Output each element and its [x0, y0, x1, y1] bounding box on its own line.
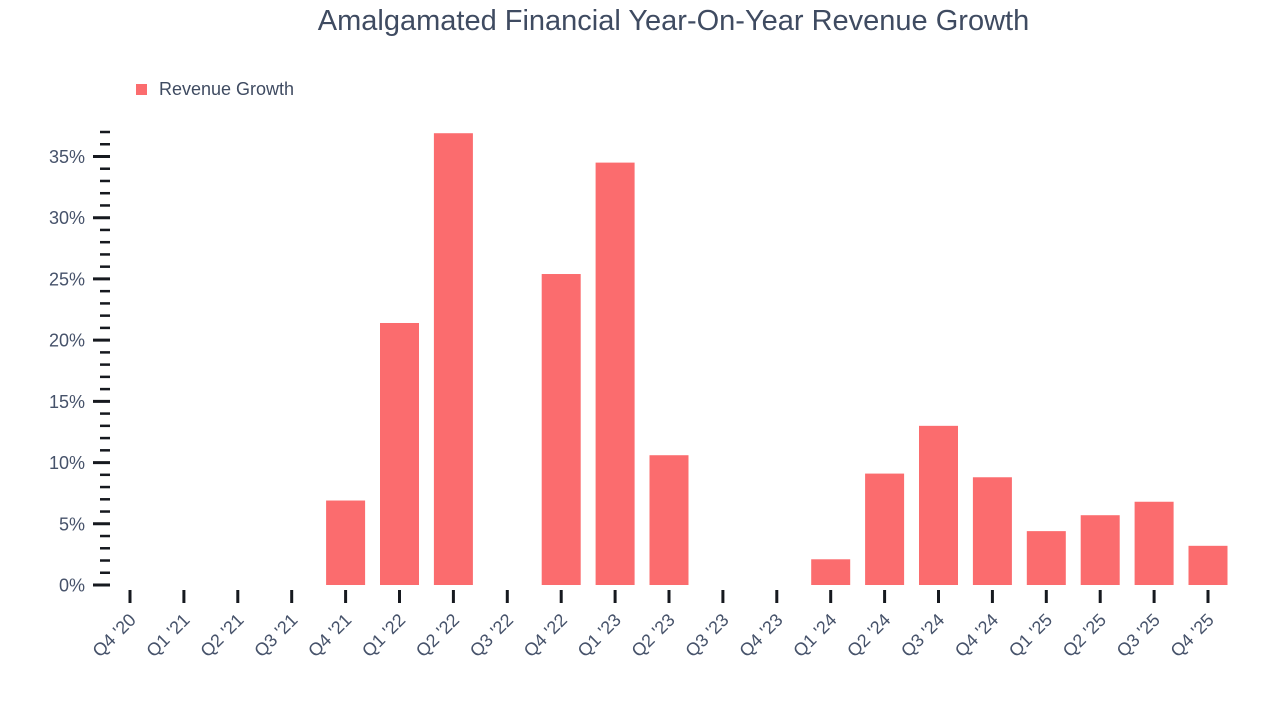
bar-q2-22[interactable]	[433, 133, 473, 586]
x-axis-tick-label: Q2 '24	[843, 610, 894, 661]
bar-q1-23[interactable]	[595, 162, 635, 586]
bar-q4-22[interactable]	[541, 274, 581, 585]
x-axis-tick-label: Q4 '24	[951, 610, 1002, 661]
x-axis-tick-label: Q3 '22	[466, 610, 517, 661]
x-axis-tick-label: Q1 '25	[1005, 610, 1056, 661]
x-axis-tick-label: Q4 '25	[1167, 610, 1218, 661]
bar-q3-25[interactable]	[1134, 501, 1174, 585]
x-axis-tick-label: Q3 '23	[681, 610, 732, 661]
bar-q4-21[interactable]	[326, 500, 366, 585]
bar-q2-23[interactable]	[649, 455, 689, 585]
y-axis-tick-label: 35%	[49, 147, 85, 167]
x-axis-tick-label: Q2 '22	[412, 610, 463, 661]
bar-q1-22[interactable]	[380, 322, 419, 585]
y-axis-tick-label: 25%	[49, 269, 85, 289]
x-axis-tick-label: Q3 '21	[250, 610, 301, 661]
bar-q4-25[interactable]	[1188, 545, 1228, 585]
legend-label: Revenue Growth	[159, 79, 295, 99]
x-axis-tick-label: Q1 '22	[358, 610, 409, 661]
y-axis-tick-label: 30%	[49, 208, 85, 228]
bar-q1-24[interactable]	[811, 559, 851, 585]
legend-item-revenue-growth[interactable]: Revenue Growth	[136, 79, 294, 100]
y-axis-tick-label: 0%	[59, 576, 85, 596]
x-axis-tick-label: Q3 '25	[1113, 610, 1164, 661]
y-axis-tick-label: 10%	[49, 453, 85, 473]
x-axis-tick-label: Q1 '24	[789, 610, 840, 661]
x-axis-tick-label: Q3 '24	[897, 610, 948, 661]
y-axis-tick-label: 20%	[49, 331, 85, 351]
bar-q2-24[interactable]	[865, 473, 905, 585]
x-axis-tick-label: Q1 '23	[574, 610, 625, 661]
x-axis-tick-label: Q2 '23	[628, 610, 679, 661]
bar-q1-25[interactable]	[1026, 531, 1066, 585]
x-axis-tick-label: Q1 '21	[142, 610, 193, 661]
x-axis-tick-label: Q4 '23	[735, 610, 786, 661]
x-axis-tick-label: Q4 '22	[520, 610, 571, 661]
x-axis-tick-label: Q2 '21	[196, 610, 247, 661]
y-axis-tick-label: 15%	[49, 392, 85, 412]
x-axis-tick-label: Q4 '21	[304, 610, 355, 661]
chart-title: Amalgamated Financial Year-On-Year Reven…	[317, 5, 1030, 37]
legend-swatch-icon	[136, 84, 147, 95]
bar-q2-25[interactable]	[1080, 515, 1120, 585]
x-axis-tick-label: Q2 '25	[1059, 610, 1110, 661]
bar-q3-24[interactable]	[919, 425, 958, 585]
bar-q4-24[interactable]	[972, 477, 1012, 585]
y-axis-tick-label: 5%	[59, 514, 85, 534]
x-axis-tick-label: Q4 '20	[89, 610, 140, 661]
